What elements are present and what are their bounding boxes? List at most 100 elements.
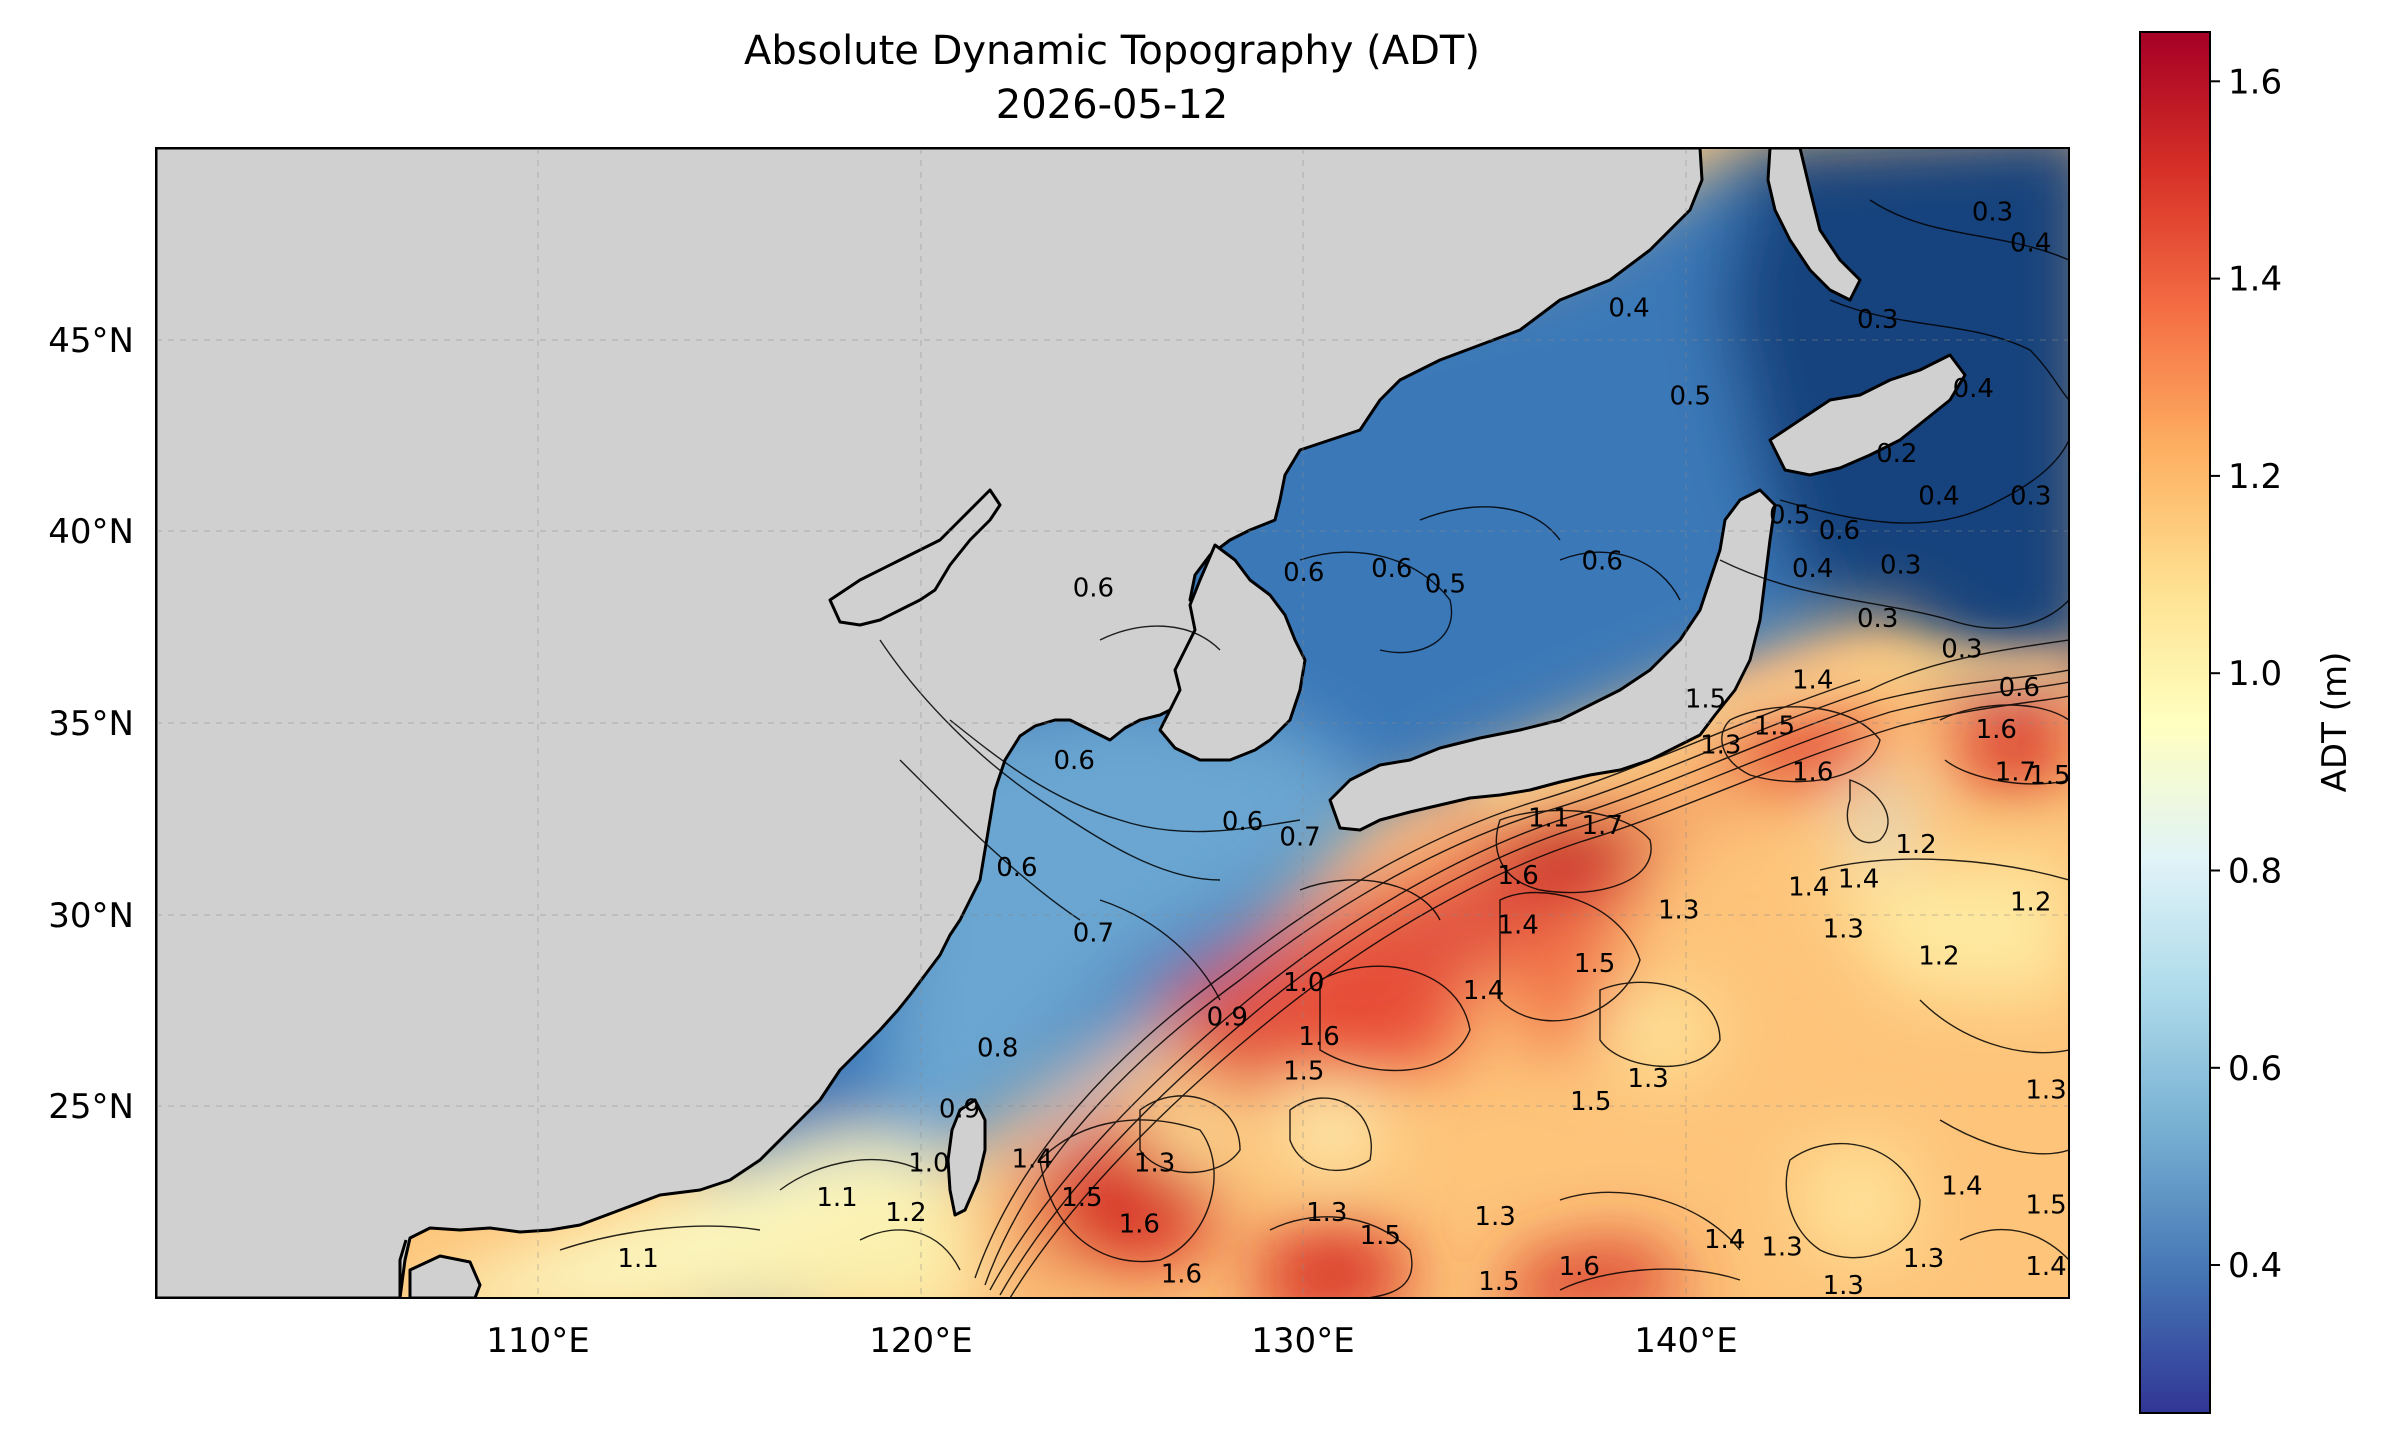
colorbar-tick-label: 1.2 xyxy=(2228,457,2282,497)
contour-label: 1.5 xyxy=(1574,949,1615,979)
contour-label: 1.6 xyxy=(1559,1252,1600,1282)
contour-label: 1.5 xyxy=(2029,761,2070,791)
contour-label: 1.5 xyxy=(1061,1183,1102,1213)
contour-label: 1.3 xyxy=(1700,731,1741,761)
contour-label: 1.0 xyxy=(908,1148,949,1178)
korean-peninsula xyxy=(1158,543,1307,762)
contour-label: 0.4 xyxy=(1792,554,1833,584)
x-tick-label: 110°E xyxy=(486,1321,589,1361)
contour-label: 0.7 xyxy=(1073,918,1114,948)
x-tick-label: 130°E xyxy=(1251,1321,1354,1361)
contour-label: 0.6 xyxy=(1054,746,1095,776)
contour-label: 1.3 xyxy=(1658,895,1699,925)
colorbar-tick-label: 0.6 xyxy=(2228,1049,2282,1089)
contour-label: 1.0 xyxy=(1283,968,1324,998)
contour-label: 1.1 xyxy=(1528,803,1569,833)
colorbar-tick-label: 1.4 xyxy=(2228,260,2282,300)
colorbar-label: ADT (m) xyxy=(2315,652,2355,793)
y-tick-label: 40°N xyxy=(48,512,134,552)
contour-lines xyxy=(559,199,2069,1298)
contour-label: 0.6 xyxy=(1283,558,1324,588)
contour-label: 1.4 xyxy=(1838,865,1879,895)
taiwan-island xyxy=(946,1098,987,1217)
contour-label: 1.3 xyxy=(1134,1148,1175,1178)
contour-label: 1.1 xyxy=(617,1244,658,1274)
y-tick-label: 35°N xyxy=(48,704,134,744)
contour-label: 0.2 xyxy=(1876,439,1917,469)
contour-label: 0.4 xyxy=(1608,294,1649,324)
y-tick-label: 45°N xyxy=(48,321,134,361)
contour-label: 0.9 xyxy=(939,1095,980,1125)
contour-label: 1.2 xyxy=(1895,830,1936,860)
contour-label: 0.5 xyxy=(1670,382,1711,412)
contour-label: 1.5 xyxy=(1754,711,1795,741)
contour-label: 1.4 xyxy=(1704,1225,1745,1255)
contour-label: 0.6 xyxy=(1222,807,1263,837)
contour-label: 1.6 xyxy=(1976,715,2017,745)
contour-label: 0.6 xyxy=(996,853,1037,883)
contour-label: 0.3 xyxy=(1857,305,1898,335)
contour-label: 1.5 xyxy=(2025,1191,2066,1221)
colorbar-tick-label: 1.0 xyxy=(2228,654,2282,694)
contour-label: 0.4 xyxy=(2010,228,2051,258)
contour-label: 1.3 xyxy=(1474,1202,1515,1232)
contour-label: 1.4 xyxy=(1788,872,1829,902)
contour-label: 0.3 xyxy=(1972,198,2013,228)
contour-label: 1.4 xyxy=(1792,665,1833,695)
colorbar-ticks: 0.4 0.6 0.8 1.0 1.2 1.4 1.6 xyxy=(2210,62,2282,1286)
contour-label: 1.3 xyxy=(2025,1076,2066,1106)
contour-label: 0.6 xyxy=(1819,516,1860,546)
contour-label: 1.3 xyxy=(1627,1064,1668,1094)
contour-label: 1.3 xyxy=(1823,1271,1864,1301)
colorbar: 0.4 0.6 0.8 1.0 1.2 1.4 1.6 ADT (m) xyxy=(2139,31,2355,1414)
contour-label: 1.3 xyxy=(1306,1198,1347,1228)
x-tick-label: 120°E xyxy=(869,1321,972,1361)
contour-label: 0.5 xyxy=(1769,501,1810,531)
contour-label: 1.2 xyxy=(2010,888,2051,918)
contour-label: 1.3 xyxy=(1761,1233,1802,1263)
contour-label: 1.6 xyxy=(1119,1210,1160,1240)
chart-subtitle: 2026-05-12 xyxy=(996,82,1228,128)
colorbar-gradient xyxy=(2139,31,2211,1414)
contour-label: 1.4 xyxy=(1463,976,1504,1006)
colorbar-tick-label: 0.8 xyxy=(2228,852,2282,892)
y-tick-label: 25°N xyxy=(48,1087,134,1127)
contour-label: 0.4 xyxy=(1918,481,1959,511)
contour-label: 1.5 xyxy=(1570,1087,1611,1117)
y-axis-tick-labels: 25°N 30°N 35°N 40°N 45°N xyxy=(48,321,134,1127)
contour-label: 0.3 xyxy=(1941,635,1982,665)
colorbar-tick-label: 0.4 xyxy=(2228,1246,2282,1286)
contour-label: 1.7 xyxy=(1582,811,1623,841)
plot-frame xyxy=(155,147,2070,1299)
contour-label: 0.7 xyxy=(1279,823,1320,853)
contour-labels: 0.6 0.6 0.6 0.7 0.8 0.9 0.9 0.6 0.7 1.0 0.6 0.6 0.5 0… xyxy=(617,198,2070,1301)
contour-label: 0.6 xyxy=(1073,573,1114,603)
japan-hokkaido xyxy=(1768,353,1967,477)
chart-title: Absolute Dynamic Topography (ADT) xyxy=(744,28,1480,74)
contour-label: 1.4 xyxy=(1497,911,1538,941)
x-axis-tick-labels: 110°E 120°E 130°E 140°E xyxy=(486,1321,1737,1361)
contour-label: 0.3 xyxy=(2010,481,2051,511)
contour-label: 0.3 xyxy=(1880,550,1921,580)
x-tick-label: 140°E xyxy=(1634,1321,1737,1361)
contour-label: 0.6 xyxy=(1582,547,1623,577)
y-tick-label: 30°N xyxy=(48,896,134,936)
contour-label: 0.3 xyxy=(1857,604,1898,634)
contour-label: 0.6 xyxy=(1371,554,1412,584)
contour-label: 1.5 xyxy=(1360,1221,1401,1251)
contour-label: 1.3 xyxy=(1903,1244,1944,1274)
contour-label: 1.4 xyxy=(1012,1145,1053,1175)
contour-label: 1.4 xyxy=(2025,1252,2066,1282)
contour-label: 1.2 xyxy=(885,1198,926,1228)
contour-label: 1.5 xyxy=(1685,685,1726,715)
contour-label: 0.6 xyxy=(1999,673,2040,703)
hainan-island xyxy=(408,1254,482,1298)
colorbar-tick-label: 1.6 xyxy=(2228,62,2282,102)
contour-label: 1.2 xyxy=(1918,941,1959,971)
contour-label: 0.9 xyxy=(1207,1003,1248,1033)
contour-label: 1.6 xyxy=(1298,1022,1339,1052)
contour-label: 0.4 xyxy=(1953,374,1994,404)
contour-label: 1.5 xyxy=(1478,1267,1519,1297)
contour-label: 1.6 xyxy=(1161,1260,1202,1290)
